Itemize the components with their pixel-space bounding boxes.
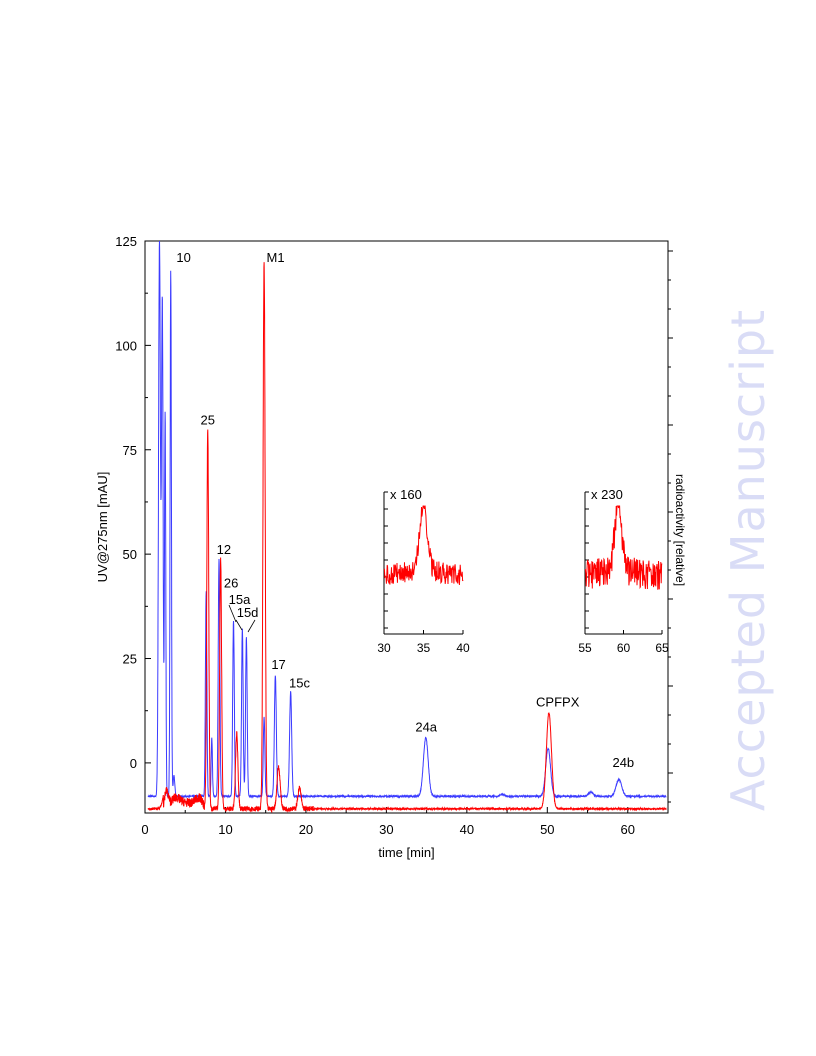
y-tick-label: 100 xyxy=(115,338,137,353)
y-axis-label: UV@275nm [mAU] xyxy=(95,472,110,583)
x-tick-label: 10 xyxy=(218,822,232,837)
inset-x-tick-label: 30 xyxy=(377,641,391,655)
peak-label: 17 xyxy=(271,657,285,672)
x-tick-label: 60 xyxy=(621,822,635,837)
inset-x-tick-label: 55 xyxy=(578,641,592,655)
peak-label: 15a xyxy=(229,592,251,607)
main-plot: 0 10 20 30 40 50 60 0 25 50 75 100 125 time [min] UV@2… xyxy=(95,234,687,860)
leader-line xyxy=(228,604,237,623)
inset-trace xyxy=(584,505,663,590)
x-tick-label: 50 xyxy=(540,822,554,837)
inset-x-tick-label: 35 xyxy=(417,641,431,655)
peak-label: CPFPX xyxy=(536,695,580,710)
y-tick-label: 25 xyxy=(123,652,137,667)
x-tick-label: 40 xyxy=(460,822,474,837)
peak-label: 10 xyxy=(176,250,190,265)
leader-line xyxy=(247,619,256,633)
radio-trace xyxy=(147,262,667,813)
peak-label: 12 xyxy=(217,542,231,557)
peak-label: 15d xyxy=(237,605,259,620)
x-tick-label: 20 xyxy=(299,822,313,837)
x-tick-label: 30 xyxy=(379,822,393,837)
peak-label: 24b xyxy=(612,755,634,770)
peak-label: M1 xyxy=(266,250,284,265)
inset-title: x 230 xyxy=(591,487,623,502)
y-tick-label: 125 xyxy=(115,234,137,249)
y-tick-label: 50 xyxy=(123,547,137,562)
inset-plot-2: 55 60 65 x 230 xyxy=(578,487,669,655)
peak-label: 26 xyxy=(224,576,238,591)
peak-label: 15c xyxy=(289,676,310,691)
x-tick-label: 0 xyxy=(141,822,148,837)
x-axis-label: time [min] xyxy=(378,845,434,860)
leader-line xyxy=(235,619,243,631)
inset-x-tick-label: 65 xyxy=(655,641,669,655)
y-tick-label: 75 xyxy=(123,443,137,458)
y-tick-label: 0 xyxy=(130,756,137,771)
watermark-text: Accepted Manuscript xyxy=(721,308,775,812)
y2-axis-label: radioactivity [relative] xyxy=(673,474,687,586)
plot-frame xyxy=(144,240,669,814)
inset-trace xyxy=(383,505,464,586)
inset-plot-1: 30 35 40 x 160 xyxy=(377,487,470,655)
inset-x-tick-label: 40 xyxy=(456,641,470,655)
inset-x-tick-label: 60 xyxy=(617,641,631,655)
peak-label: 25 xyxy=(201,413,215,428)
peak-label: 24a xyxy=(415,720,437,735)
inset-title: x 160 xyxy=(390,487,422,502)
uv-trace xyxy=(147,241,667,799)
